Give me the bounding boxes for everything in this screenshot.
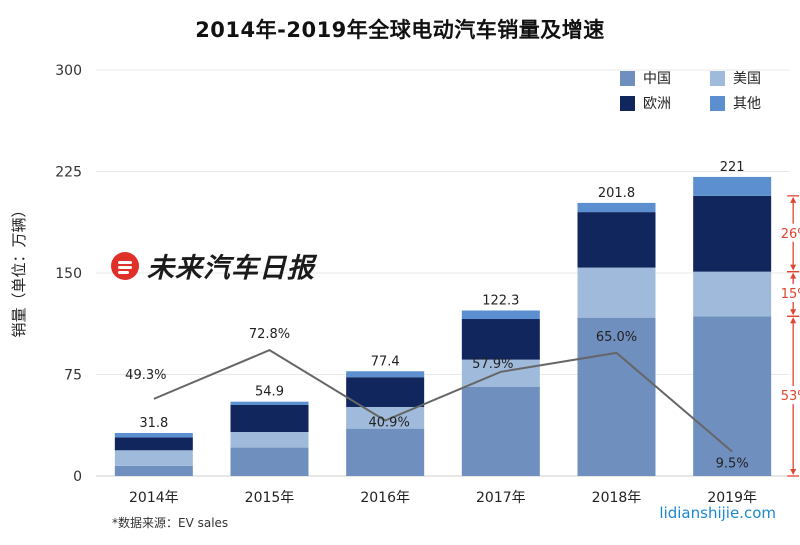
legend-label: 欧洲 xyxy=(643,96,671,112)
bar-segment-美国 xyxy=(230,432,309,448)
website-link[interactable]: lidianshijie.com xyxy=(659,504,776,522)
bar-segment-欧洲 xyxy=(693,195,772,272)
brand-logo-icon xyxy=(111,251,139,280)
chart-title: 2014年-2019年全球电动汽车销量及增速 xyxy=(195,18,605,42)
x-tick-label: 2017年 xyxy=(476,490,526,506)
growth-rate-label: 57.9% xyxy=(472,357,513,372)
bar-segment-中国 xyxy=(114,465,193,476)
total-label: 201.8 xyxy=(598,186,635,201)
total-label: 31.8 xyxy=(139,416,168,431)
bar-segment-其他 xyxy=(693,176,772,196)
share-label-bg xyxy=(779,283,800,302)
legend: 中国 美国 欧洲 其他 xyxy=(620,68,780,113)
bar-segment-欧洲 xyxy=(346,377,425,407)
total-label: 221 xyxy=(720,160,745,175)
total-label: 54.9 xyxy=(255,385,284,400)
legend-label: 美国 xyxy=(733,71,761,87)
legend-label: 其他 xyxy=(733,96,761,112)
growth-rate-label: 49.3% xyxy=(125,368,166,383)
y-tick-label: 300 xyxy=(55,63,82,79)
bar-segment-美国 xyxy=(114,450,193,466)
y-axis-label: 销量（单位：万辆） xyxy=(10,202,28,338)
legend-swatch xyxy=(710,95,725,111)
data-source-note: *数据来源：EV sales xyxy=(112,516,229,530)
share-arrow-up xyxy=(790,196,797,203)
legend-item-china: 中国 xyxy=(620,68,710,88)
legend-swatch xyxy=(620,70,635,86)
bar-segment-欧洲 xyxy=(230,404,309,433)
y-tick-label: 75 xyxy=(64,368,82,384)
y-tick-label: 225 xyxy=(55,165,82,181)
bar-segment-其他 xyxy=(114,432,193,438)
bar-segment-其他 xyxy=(346,371,425,378)
x-tick-label: 2019年 xyxy=(707,490,757,506)
bar-segment-其他 xyxy=(230,401,309,405)
bar-segment-美国 xyxy=(577,267,656,318)
legend-label: 中国 xyxy=(643,71,671,87)
legend-swatch xyxy=(620,95,635,111)
bar-segment-欧洲 xyxy=(114,437,193,451)
legend-item-europe: 欧洲 xyxy=(620,93,710,113)
y-tick-label: 150 xyxy=(55,266,82,282)
y-tick-label: 0 xyxy=(73,469,82,485)
bar-segment-中国 xyxy=(230,447,309,476)
bar-segment-其他 xyxy=(461,310,540,320)
share-label: 26% xyxy=(781,227,800,242)
bar-segment-欧洲 xyxy=(577,212,656,268)
growth-rate-label: 65.0% xyxy=(596,330,637,345)
share-label: 53% xyxy=(781,389,800,404)
bar-segment-中国 xyxy=(577,317,656,476)
bar-segment-其他 xyxy=(577,202,656,213)
total-label: 122.3 xyxy=(482,293,519,308)
bar-segment-中国 xyxy=(346,428,425,476)
x-tick-label: 2015年 xyxy=(245,490,295,506)
share-label-bg xyxy=(779,386,800,405)
x-tick-label: 2014年 xyxy=(129,490,179,506)
bar-segment-中国 xyxy=(461,386,540,476)
watermark-text: 未来汽车日报 xyxy=(147,253,315,284)
watermark: 未来汽车日报 xyxy=(111,246,315,285)
growth-rate-label: 9.5% xyxy=(716,457,749,472)
share-label-bg xyxy=(779,223,800,242)
growth-rate-label: 40.9% xyxy=(369,416,410,431)
growth-rate-line xyxy=(153,349,733,453)
share-arrow-up xyxy=(790,317,797,324)
share-arrow-up xyxy=(790,272,797,279)
legend-item-usa: 美国 xyxy=(710,68,780,88)
share-arrow-down xyxy=(790,469,797,475)
share-arrow-down xyxy=(790,264,797,271)
bar-segment-中国 xyxy=(693,316,772,476)
growth-rate-label: 72.8% xyxy=(249,327,290,342)
total-label: 77.4 xyxy=(371,354,400,369)
legend-swatch xyxy=(710,70,725,86)
x-tick-label: 2018年 xyxy=(592,490,642,506)
bar-segment-美国 xyxy=(693,271,772,317)
share-arrow-down xyxy=(790,309,797,316)
legend-item-other: 其他 xyxy=(710,93,780,113)
share-label: 15% xyxy=(781,287,800,302)
x-tick-label: 2016年 xyxy=(360,490,410,506)
bar-segment-欧洲 xyxy=(461,319,540,360)
